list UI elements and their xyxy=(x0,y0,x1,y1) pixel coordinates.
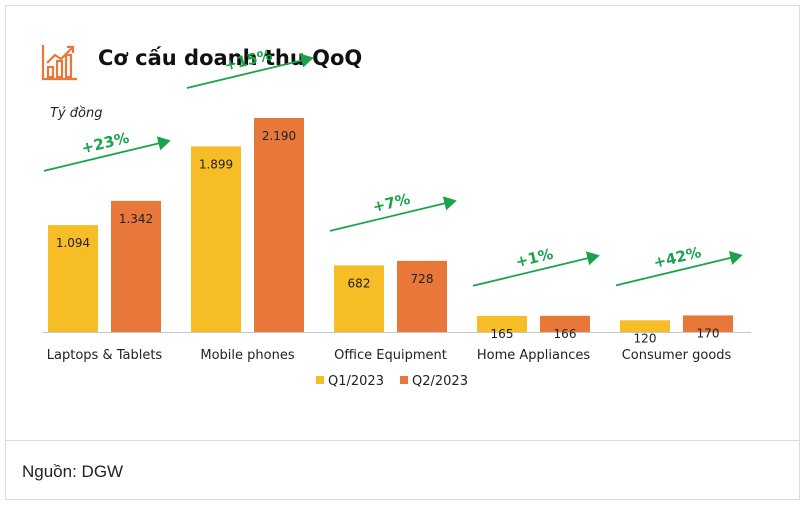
growth-arrow xyxy=(186,53,314,89)
category-label: Office Equipment xyxy=(334,348,447,363)
source-text: Nguồn: DGW xyxy=(22,462,124,481)
category-label: Laptops & Tablets xyxy=(47,348,163,363)
data-label: 728 xyxy=(411,272,434,286)
bar-q2 xyxy=(111,200,161,332)
chart-title: Cơ cấu doanh thu QoQ xyxy=(98,46,363,70)
data-label: 1.094 xyxy=(56,236,90,250)
chart-card: Cơ cấu doanh thu QoQ Tỷ đồng 1.094 1.342 L… xyxy=(5,5,800,500)
category-label: Consumer goods xyxy=(622,348,732,363)
bar-q2 xyxy=(254,118,304,332)
bar-q1 xyxy=(477,315,527,332)
bar-q1 xyxy=(48,225,98,332)
growth-arrow xyxy=(329,196,457,232)
bar-q1 xyxy=(620,320,670,332)
growth-arrow xyxy=(472,251,600,287)
unit-label: Tỷ đồng xyxy=(50,106,103,121)
data-label: 1.342 xyxy=(119,212,153,226)
category-label: Home Appliances xyxy=(477,348,590,363)
data-label: 165 xyxy=(491,327,514,341)
growth-label: +42% xyxy=(652,243,703,272)
legend-swatch-q1 xyxy=(316,376,324,384)
bar-chart: 1.094 1.342 Laptops & Tablets +23% 1.899 2.19… xyxy=(42,46,751,389)
bar-q2 xyxy=(397,260,447,332)
bar-q2 xyxy=(540,315,590,332)
category-label: Mobile phones xyxy=(200,348,294,363)
bar-q2 xyxy=(683,315,733,332)
growth-label: +15% xyxy=(223,46,274,75)
legend-label: Q2/2023 xyxy=(412,374,468,389)
data-label: 682 xyxy=(348,276,371,290)
data-label: 1.899 xyxy=(199,157,233,171)
data-label: 2.190 xyxy=(262,129,296,143)
bar-chart-growth-icon xyxy=(41,45,77,81)
growth-arrow xyxy=(615,250,743,287)
data-label: 170 xyxy=(697,326,720,340)
bar-q1 xyxy=(191,146,241,332)
data-label: 120 xyxy=(634,331,657,345)
legend-label: Q1/2023 xyxy=(328,374,384,389)
divider xyxy=(6,440,799,441)
growth-label: +23% xyxy=(80,129,131,158)
legend-swatch-q2 xyxy=(400,376,408,384)
growth-arrow xyxy=(43,136,171,172)
bar-q1 xyxy=(334,265,384,332)
data-label: 166 xyxy=(554,327,577,341)
chart-area: Cơ cấu doanh thu QoQ Tỷ đồng 1.094 1.342 L… xyxy=(6,6,799,440)
